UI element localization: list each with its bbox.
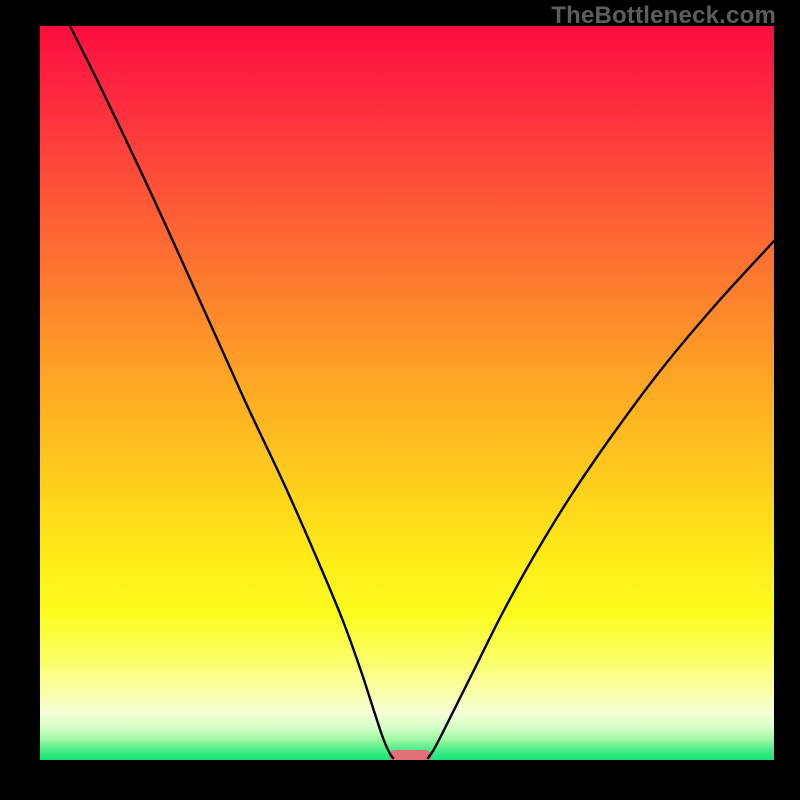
gradient-background [40,26,774,760]
valley-marker [389,750,431,760]
bottleneck-curve-chart [40,26,774,760]
chart-frame [40,26,774,760]
